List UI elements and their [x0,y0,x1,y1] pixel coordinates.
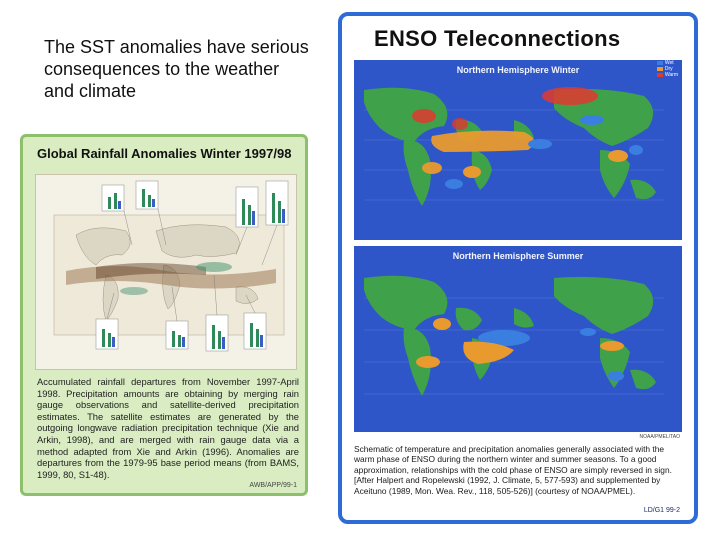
rainfall-card: Global Rainfall Anomalies Winter 1997/98 [20,134,308,496]
rainfall-description: Accumulated rainfall departures from Nov… [37,376,299,480]
rainfall-anomaly-map [36,175,296,369]
legend-dry: Dry [656,66,678,72]
legend-warm: Warm [656,72,678,78]
winter-teleconnection-map [364,80,664,230]
legend-wet: Wet [656,60,678,66]
enso-title: ENSO Teleconnections [374,26,621,51]
map-legend: Wet Dry Warm [656,60,678,78]
winter-map-title: Northern Hemisphere Winter [456,65,580,75]
winter-map-panel: Northern Hemisphere Winter [354,60,682,240]
rainfall-card-title: Global Rainfall Anomalies Winter 1997/98 [37,146,292,161]
enso-caption: Schematic of temperature and precipitati… [354,444,672,496]
rainfall-code: AWB/APP/99-1 [249,482,297,489]
map-source-code: NOAA/PMEL/TAO [639,434,680,440]
summer-map-title: Northern Hemisphere Summer [452,251,584,261]
enso-card: ENSO Teleconnections Northern Hemisphere… [338,12,698,524]
intro-text: The SST anomalies have serious consequen… [44,37,309,101]
summer-teleconnection-map [364,266,664,422]
rainfall-anomaly-figure [35,174,297,370]
enso-code: LD/G1 99-2 [643,507,680,514]
summer-map-panel: Northern Hemisphere Summer [354,246,682,432]
